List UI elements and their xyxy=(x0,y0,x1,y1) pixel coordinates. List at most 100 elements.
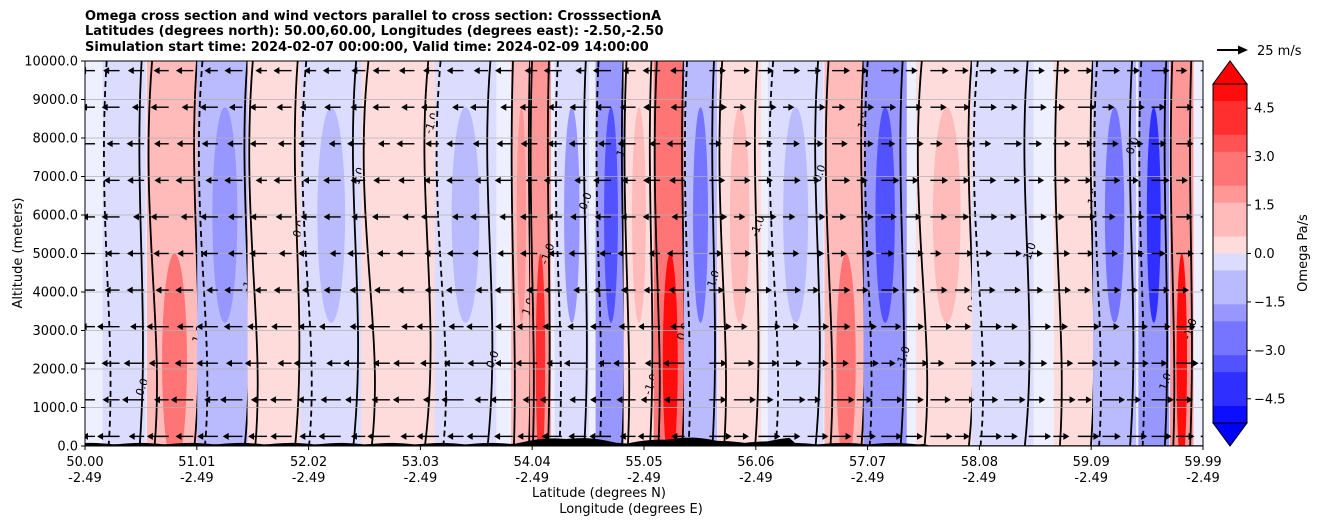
wind-vector xyxy=(318,323,341,331)
wind-vector xyxy=(930,250,942,257)
wind-vector xyxy=(255,176,267,184)
x-tick-label-lat: 59.99 xyxy=(1184,455,1221,470)
wind-vector xyxy=(425,140,439,148)
wind-vector xyxy=(424,250,439,257)
wind-vector xyxy=(97,432,120,440)
wind-vector xyxy=(709,250,723,257)
contour-label: 0.0 xyxy=(133,377,151,398)
contour-label: 1.0 xyxy=(1021,241,1039,262)
wind-vector xyxy=(150,213,169,221)
wind-vector xyxy=(783,140,800,148)
wind-vector xyxy=(519,103,538,111)
colorbar-tick-label: −3.0 xyxy=(1254,344,1286,359)
wind-vector xyxy=(303,67,317,75)
wind-vector xyxy=(1102,250,1119,257)
wind-vector xyxy=(494,359,513,367)
x-tick-label-lon: -2.49 xyxy=(292,471,326,486)
wind-vector xyxy=(424,286,439,294)
wind-vector xyxy=(1127,359,1149,367)
wind-vector xyxy=(881,140,896,148)
y-tick-label: 2000.0 xyxy=(33,363,79,378)
wind-vector xyxy=(832,67,851,75)
x-tick-label-lon: -2.49 xyxy=(1186,471,1220,486)
wind-vector xyxy=(671,432,685,440)
wind-vector xyxy=(473,67,489,75)
wind-vector xyxy=(595,103,611,111)
wind-vector xyxy=(103,176,120,184)
wind-vector xyxy=(546,359,562,367)
wind-vector xyxy=(448,323,464,331)
wind-vector xyxy=(832,176,851,184)
wind-vector xyxy=(955,250,974,257)
wind-vector xyxy=(146,323,169,331)
wind-vector xyxy=(881,432,903,440)
wind-vector xyxy=(416,432,439,440)
wind-vector xyxy=(1176,67,1188,75)
wind-vector xyxy=(249,250,267,257)
wind-vector xyxy=(373,359,390,367)
wind-vector xyxy=(643,286,661,294)
wind-vector xyxy=(709,359,728,367)
wind-vector xyxy=(807,396,821,404)
wind-vector xyxy=(1053,323,1069,331)
wind-vector xyxy=(1176,103,1194,111)
colorbar-segment xyxy=(1213,185,1247,204)
wind-vector xyxy=(543,176,562,184)
wind-vector xyxy=(250,213,267,221)
wind-vector xyxy=(227,140,243,148)
wind-vector xyxy=(881,67,900,75)
wind-vector xyxy=(323,286,341,294)
wind-vector xyxy=(1127,103,1145,111)
y-tick-label: 8000.0 xyxy=(33,132,79,147)
wind-vector xyxy=(85,103,95,111)
wind-vector xyxy=(832,250,847,257)
wind-vector xyxy=(930,359,945,367)
wind-vector xyxy=(447,432,464,440)
wind-vector xyxy=(1028,359,1048,367)
wind-vector xyxy=(1028,323,1052,331)
wind-vector xyxy=(204,396,218,404)
wind-vector xyxy=(783,103,795,111)
wind-vector xyxy=(613,359,636,367)
wind-vector xyxy=(670,67,685,75)
wind-vector xyxy=(416,323,439,331)
wind-vector xyxy=(979,250,993,257)
wind-vector xyxy=(856,250,875,257)
omega-core xyxy=(662,253,678,446)
wind-vector xyxy=(1028,396,1046,404)
wind-vector xyxy=(758,250,774,257)
wind-vector xyxy=(298,140,317,148)
wind-vector xyxy=(273,286,292,294)
wind-vector xyxy=(105,250,120,257)
wind-vector xyxy=(278,250,292,257)
wind-vector xyxy=(619,103,636,111)
x-tick-label-lat: 57.07 xyxy=(849,455,886,470)
wind-vector xyxy=(979,213,998,221)
wind-vector xyxy=(516,323,538,331)
wind-vector xyxy=(568,140,587,148)
wind-vector xyxy=(420,213,439,221)
wind-vector xyxy=(1176,286,1189,294)
y-tick-label: 3000.0 xyxy=(33,324,79,339)
wind-vector xyxy=(275,213,292,221)
wind-vector xyxy=(249,103,267,111)
wind-vector xyxy=(96,323,120,331)
wind-vector xyxy=(619,432,636,440)
wind-vector xyxy=(662,359,685,367)
wind-vector xyxy=(472,250,489,257)
wind-vector xyxy=(175,286,194,294)
wind-vector xyxy=(979,140,992,148)
wind-vector xyxy=(541,432,562,440)
wind-vector xyxy=(326,359,341,367)
wind-vector xyxy=(1053,359,1074,367)
wind-vector xyxy=(196,323,218,331)
colorbar-tick-label: 3.0 xyxy=(1254,150,1275,165)
wind-vector xyxy=(345,396,366,404)
wind-vector xyxy=(101,213,120,221)
wind-vector xyxy=(905,213,922,221)
wind-vector xyxy=(247,323,267,331)
wind-vector xyxy=(930,432,953,440)
wind-vector xyxy=(593,286,611,294)
colorbar-tick-label: 0.0 xyxy=(1254,247,1275,262)
x-tick-label-lon: -2.49 xyxy=(739,471,773,486)
